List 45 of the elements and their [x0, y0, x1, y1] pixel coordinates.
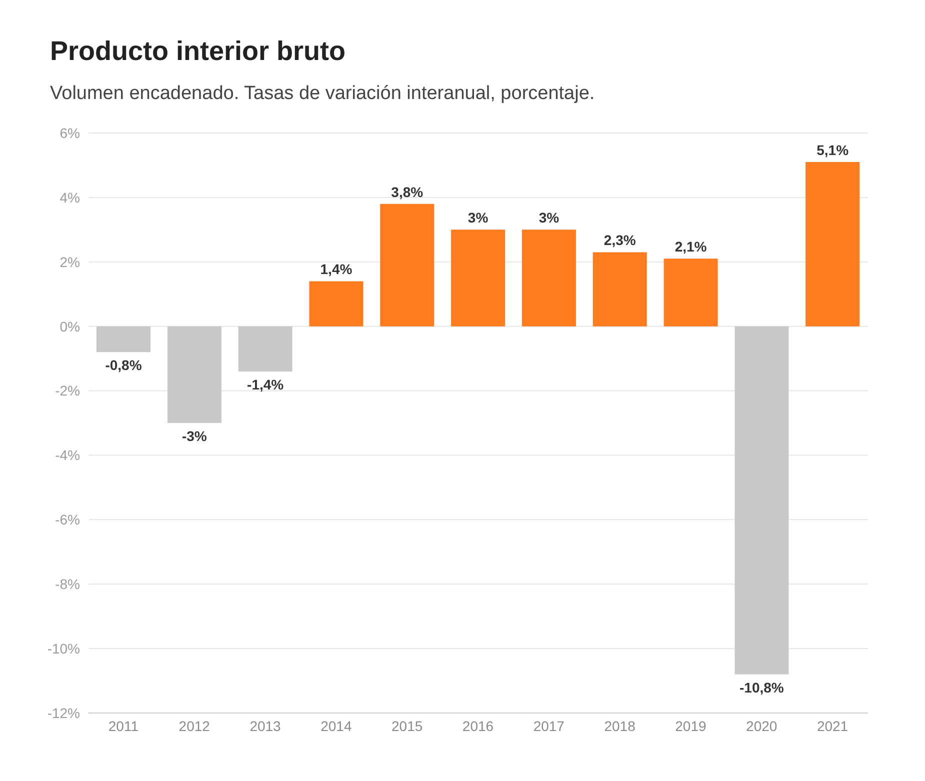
data-label: 1,4%: [320, 261, 353, 278]
data-label: -3%: [182, 428, 208, 444]
data-label: 3%: [538, 210, 560, 226]
data-label: 5,1%: [816, 142, 850, 158]
bar: [238, 326, 292, 372]
y-tick-label: 2%: [60, 254, 80, 270]
data-label: 2,1%: [674, 238, 708, 255]
x-tick-label: 2018: [604, 718, 636, 734]
x-tick-label: 2019: [675, 718, 707, 734]
y-tick-label: -6%: [55, 512, 80, 528]
x-tick-label: 2011: [108, 718, 139, 734]
bar: [96, 326, 151, 352]
y-tick-label: 6%: [60, 124, 80, 141]
data-label: 3%: [468, 210, 489, 226]
y-tick-label: -2%: [55, 382, 80, 399]
x-tick-label: 2020: [746, 718, 778, 734]
x-tick-label: 2021: [816, 718, 848, 734]
x-tick-label: 2016: [462, 718, 494, 734]
data-label: -10,8%: [740, 679, 784, 696]
y-tick-label: -4%: [55, 447, 80, 464]
chart-subtitle: Volumen encadenado. Tasas de variación interanual, porcentaje.: [50, 83, 596, 105]
data-label: 3,8%: [391, 184, 424, 200]
data-label: -1,4%: [247, 376, 284, 392]
data-label: -0,8%: [105, 357, 142, 374]
bar: [592, 252, 647, 326]
y-tick-label: -12%: [47, 704, 80, 721]
bar: [309, 281, 364, 326]
bar: [380, 204, 434, 326]
x-tick-label: 2014: [320, 718, 352, 734]
bar: [167, 326, 222, 423]
x-tick-label: 2015: [392, 718, 423, 734]
bar: [806, 162, 860, 326]
x-tick-label: 2017: [533, 718, 565, 734]
data-label: 2,3%: [604, 232, 636, 248]
bar: [522, 230, 576, 326]
y-tick-label: -10%: [47, 640, 80, 657]
y-tick-label: 0%: [60, 318, 80, 334]
x-tick-label: 2012: [178, 718, 210, 734]
y-tick-label: 4%: [60, 189, 80, 206]
bar: [734, 326, 789, 674]
bar: [664, 258, 718, 326]
chart-title: Producto interior bruto: [50, 36, 346, 67]
y-tick-label: -8%: [55, 576, 80, 592]
x-tick-label: 2013: [250, 718, 282, 734]
bar: [451, 230, 506, 326]
